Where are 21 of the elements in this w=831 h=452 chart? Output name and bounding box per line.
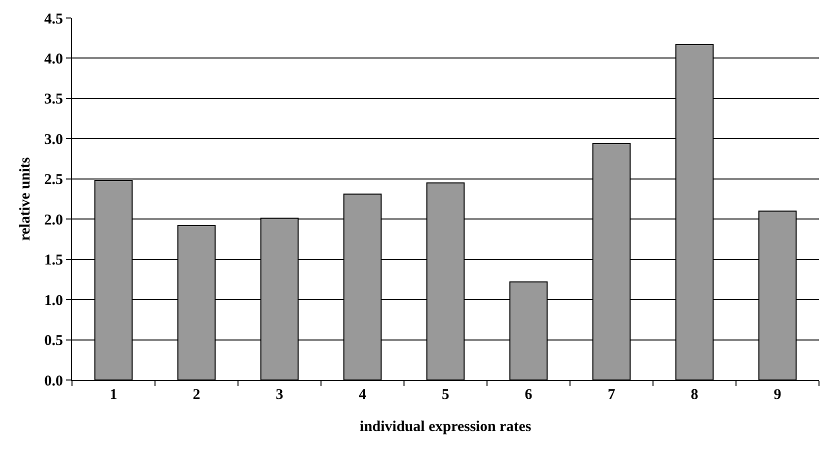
y-axis-title: relative units xyxy=(18,157,34,241)
y-tick-label: 1.5 xyxy=(44,252,63,269)
y-tick-label: 3.5 xyxy=(44,92,63,108)
y-tick-label: 2.0 xyxy=(44,212,63,228)
y-tick-label: 4.5 xyxy=(44,11,63,28)
x-tick-label: 8 xyxy=(690,387,698,403)
x-tick-label: 1 xyxy=(110,387,118,403)
x-axis-title: individual expression rates xyxy=(360,419,532,435)
x-tick-label: 9 xyxy=(774,387,782,403)
y-tick-label: 2.5 xyxy=(44,172,63,188)
x-tick-label: 3 xyxy=(276,387,284,403)
x-tick-label: 6 xyxy=(524,387,533,403)
x-tick-label: 2 xyxy=(192,387,200,403)
y-tick-label: 4.0 xyxy=(44,51,63,68)
x-tick-label: 7 xyxy=(608,387,616,403)
x-tick-label: 5 xyxy=(442,387,450,403)
y-tick-label: 0.0 xyxy=(44,373,63,390)
x-tick-label: 4 xyxy=(358,387,367,403)
y-tick-label: 1.0 xyxy=(44,292,63,309)
y-tick-label: 0.5 xyxy=(44,333,63,350)
y-tick-label: 3.0 xyxy=(44,132,63,148)
